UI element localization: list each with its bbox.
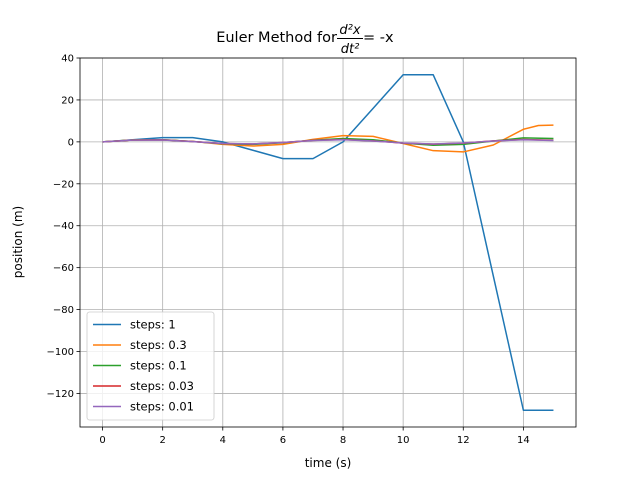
legend-label: steps: 0.01 (130, 400, 194, 414)
x-tick-label: 12 (457, 435, 470, 446)
x-tick-label: 8 (340, 435, 346, 446)
legend-label: steps: 0.3 (130, 338, 187, 352)
legend-label: steps: 1 (130, 318, 176, 332)
x-tick-label: 14 (517, 435, 530, 446)
series-line-1 (102, 74, 554, 411)
series-line-5 (102, 139, 554, 145)
legend-box (86, 311, 215, 421)
series-layer (102, 74, 554, 411)
y-tick-label: −40 (53, 221, 74, 232)
x-axis-label: time (s) (305, 456, 352, 470)
legend-label: steps: 0.1 (130, 359, 187, 373)
legend-label: steps: 0.03 (130, 379, 194, 393)
chart-title: Euler Method for d²x dt² = -x (216, 23, 394, 57)
ticks: 0 2 4 6 8 10 12 14 40 20 0 −20 −40 −60 −80 −100 −120 (47, 54, 530, 447)
x-tick-label: 10 (397, 435, 410, 446)
plot-frame (79, 57, 577, 428)
chart-title-suffix: = -x (363, 30, 394, 46)
y-tick-label: 0 (68, 137, 74, 148)
y-tick-label: −120 (47, 389, 74, 400)
y-axis-label: position (m) (11, 206, 25, 278)
x-tick-label: 2 (159, 435, 165, 446)
y-tick-label: −100 (47, 347, 74, 358)
y-tick-label: 20 (61, 95, 74, 106)
y-tick-label: −60 (53, 263, 74, 274)
x-tick-label: 4 (220, 435, 226, 446)
x-tick-label: 0 (99, 435, 105, 446)
chart-title-eq-numerator: d²x (339, 23, 360, 38)
chart-title-prefix: Euler Method for (216, 30, 337, 46)
y-tick-label: −20 (53, 179, 74, 190)
y-tick-label: −80 (53, 305, 74, 316)
x-tick-label: 6 (280, 435, 286, 446)
y-tick-label: 40 (61, 54, 74, 65)
chart-title-eq-denominator: dt² (341, 42, 360, 57)
legend: steps: 1 steps: 0.3 steps: 0.1 steps: 0.03 s… (86, 311, 215, 421)
